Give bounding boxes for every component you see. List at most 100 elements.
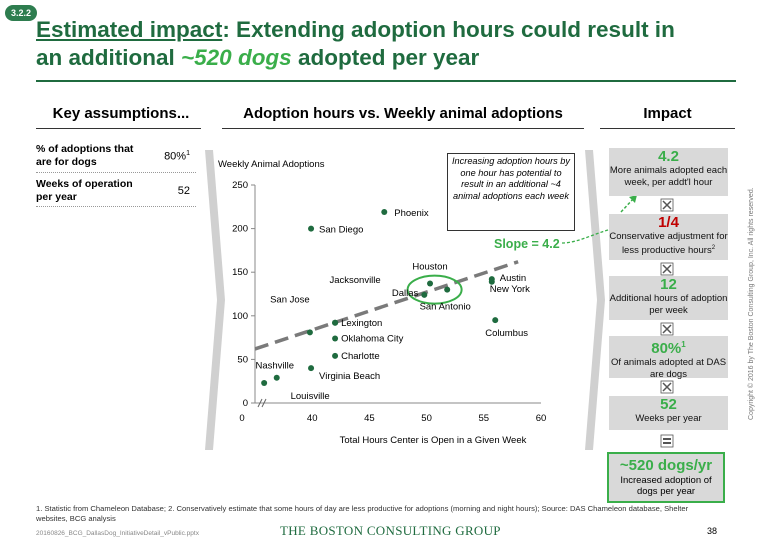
y-tick-label: 200 bbox=[232, 224, 248, 235]
result-value: ~520 dogs/yr bbox=[619, 457, 713, 474]
file-name: 20160826_BCG_DallasDog_InitiativeDetail_… bbox=[36, 530, 199, 537]
x-axis-label: Total Hours Center is Open in a Given We… bbox=[340, 435, 527, 446]
title-highlight: ~520 dogs bbox=[181, 45, 292, 70]
y-tick-label: 50 bbox=[237, 354, 248, 365]
point-label: Virginia Beach bbox=[319, 371, 380, 382]
slope-label: Slope = 4.2 bbox=[494, 237, 560, 251]
title-part-c: adopted per year bbox=[291, 45, 480, 70]
impact-box-animals: 4.2 More animals adopted each week, per … bbox=[609, 148, 728, 196]
x-tick-label: 45 bbox=[364, 413, 375, 424]
page-number: 38 bbox=[707, 526, 718, 536]
multiply-icon bbox=[660, 380, 674, 394]
point-label: New York bbox=[490, 284, 530, 295]
multiply-icon bbox=[660, 198, 674, 212]
impact-value: 12 bbox=[660, 276, 677, 293]
data-point bbox=[492, 317, 499, 324]
point-label: Charlotte bbox=[341, 351, 380, 362]
point-label: San Antonio bbox=[420, 302, 471, 313]
assumption-divider bbox=[36, 172, 196, 173]
point-label: Nashville bbox=[255, 361, 294, 372]
impact-box-weeks: 52 Weeks per year bbox=[609, 396, 728, 430]
footnote: 1. Statistic from Chameleon Database; 2.… bbox=[36, 504, 689, 523]
result-box: ~520 dogs/yr Increased adoption of dogs … bbox=[607, 452, 725, 503]
assumption-divider-2 bbox=[36, 206, 196, 207]
y-tick-label: 150 bbox=[232, 267, 248, 278]
title-rule bbox=[36, 80, 736, 82]
y-tick-label: 100 bbox=[232, 311, 248, 322]
assumption-dogs-value: 80%1 bbox=[164, 150, 190, 163]
impact-value: 52 bbox=[660, 396, 677, 413]
impact-desc: More animals adopted each week, per addt… bbox=[609, 165, 728, 188]
impact-header-line bbox=[600, 128, 735, 129]
chart-header: Adoption hours vs. Weekly animal adoptio… bbox=[243, 105, 563, 122]
impact-box-adjustment: 1/4 Conservative adjustment for less pro… bbox=[609, 214, 728, 260]
point-label: Oklahoma City bbox=[341, 333, 404, 344]
point-label: Dallas bbox=[392, 288, 419, 299]
title-part-b: an additional bbox=[36, 45, 182, 70]
brand-logo: THE BOSTON CONSULTING GROUP bbox=[280, 523, 501, 538]
impact-desc: Of animals adopted at DAS are dogs bbox=[610, 357, 727, 380]
point-label: San Jose bbox=[270, 294, 310, 305]
x-tick-label: 55 bbox=[479, 413, 490, 424]
axis-break-icon bbox=[257, 398, 267, 408]
impact-value: 4.2 bbox=[658, 148, 679, 165]
assumptions-header-line bbox=[36, 128, 201, 129]
y-tick-label: 250 bbox=[232, 180, 248, 191]
y-tick-label: 0 bbox=[243, 398, 248, 409]
impact-value: 1/4 bbox=[658, 214, 679, 231]
y-axis-label: Weekly Animal Adoptions bbox=[218, 159, 325, 170]
data-point bbox=[421, 291, 428, 298]
point-label: Phoenix bbox=[394, 208, 429, 219]
point-label: Austin bbox=[500, 273, 526, 284]
assumption-weeks-label: Weeks of operation per year bbox=[36, 178, 133, 203]
data-point bbox=[261, 379, 268, 386]
point-label: San Diego bbox=[319, 225, 363, 236]
data-point bbox=[308, 225, 315, 232]
arrow-icon bbox=[620, 195, 637, 213]
x-tick-label: 60 bbox=[536, 413, 547, 424]
trend-line bbox=[254, 260, 519, 351]
flow-chevron-right bbox=[585, 150, 605, 450]
x-tick-label: 0 bbox=[239, 413, 244, 424]
point-label: Columbus bbox=[485, 328, 528, 339]
copyright: Copyright © 2016 by The Boston Consultin… bbox=[748, 187, 755, 420]
multiply-icon bbox=[660, 322, 674, 336]
slope-callout: Increasing adoption hours by one hour ha… bbox=[447, 153, 575, 231]
assumption-dogs-label: % of adoptions that are for dogs bbox=[36, 143, 134, 168]
flow-chevron-left bbox=[205, 150, 225, 450]
highlight-ellipse bbox=[406, 274, 463, 305]
chart-header-line bbox=[222, 128, 584, 129]
impact-header: Impact bbox=[643, 105, 692, 122]
impact-box-hours: 12 Additional hours of adoption per week bbox=[609, 276, 728, 320]
data-point bbox=[444, 286, 451, 293]
data-point bbox=[332, 335, 339, 342]
impact-desc: Weeks per year bbox=[635, 413, 702, 424]
impact-desc: Additional hours of adoption per week bbox=[609, 293, 728, 316]
assumptions-header: Key assumptions... bbox=[52, 105, 190, 122]
x-tick-label: 40 bbox=[307, 413, 318, 424]
impact-box-dogs-share: 80%1 Of animals adopted at DAS are dogs bbox=[609, 336, 728, 380]
scatter-chart: Weekly Animal Adoptions Total Hours Cent… bbox=[218, 159, 547, 446]
point-label: Louisville bbox=[291, 391, 330, 402]
point-label: Houston bbox=[412, 262, 447, 273]
section-badge: 3.2.2 bbox=[5, 5, 37, 21]
multiply-icon bbox=[660, 262, 674, 276]
x-tick-label: 50 bbox=[421, 413, 432, 424]
data-point bbox=[332, 319, 339, 326]
title-part-a: : Extending adoption hours could result … bbox=[222, 17, 675, 42]
data-point bbox=[488, 278, 495, 285]
data-point bbox=[427, 280, 434, 287]
title-underlined: Estimated impact bbox=[36, 17, 223, 42]
result-desc: Increased adoption of dogs per year bbox=[620, 475, 712, 497]
data-point bbox=[381, 209, 388, 216]
data-point bbox=[273, 374, 280, 381]
impact-desc: Conservative adjustment for less product… bbox=[609, 231, 728, 256]
data-point bbox=[332, 352, 339, 359]
page-title: Estimated impact: Extending adoption hou… bbox=[36, 16, 736, 72]
equals-icon bbox=[660, 434, 674, 448]
point-label: Lexington bbox=[341, 318, 382, 329]
point-label: Jacksonville bbox=[329, 275, 380, 286]
assumption-weeks-value: 52 bbox=[177, 185, 190, 197]
data-point bbox=[308, 365, 315, 372]
data-point bbox=[306, 329, 313, 336]
